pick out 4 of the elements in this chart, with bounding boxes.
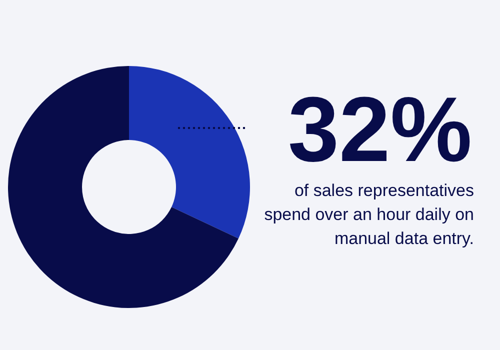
data-label: 32% xyxy=(288,79,472,181)
donut-slice xyxy=(129,66,250,239)
donut-slice xyxy=(8,66,238,308)
text: of sales representatives spend over an hour daily on manual data entry. xyxy=(264,181,474,248)
